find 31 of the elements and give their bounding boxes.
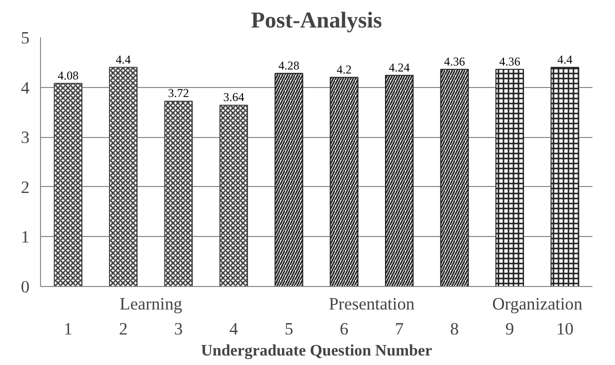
x-tick-label: 4 xyxy=(229,320,238,338)
x-tick-label: 8 xyxy=(450,320,459,338)
x-tick-label: 9 xyxy=(505,320,514,338)
data-label: 4.24 xyxy=(388,60,410,74)
x-tick-label: 5 xyxy=(284,320,294,338)
y-tick-label: 5 xyxy=(20,28,30,48)
x-tick-label: 6 xyxy=(340,320,349,338)
x-axis-title: Undergraduate Question Number xyxy=(200,342,432,360)
data-label: 4.36 xyxy=(444,54,465,68)
data-label: 4.36 xyxy=(499,54,520,68)
y-tick-label: 3 xyxy=(20,128,30,148)
data-label: 4.4 xyxy=(116,52,131,66)
series-label: Presentation xyxy=(328,294,415,314)
y-tick-label: 4 xyxy=(20,78,30,98)
series-label: Organization xyxy=(492,294,583,314)
x-tick-label: 7 xyxy=(394,320,404,338)
y-tick-label: 2 xyxy=(20,178,30,197)
y-tick-label: 1 xyxy=(20,228,30,247)
data-label: 4.08 xyxy=(58,68,79,82)
x-tick-label: 10 xyxy=(556,320,574,338)
data-label: 3.64 xyxy=(223,90,244,104)
data-label: 4.4 xyxy=(557,52,572,66)
x-tick-label: 3 xyxy=(174,320,183,338)
chart-title: Post-Analysis xyxy=(251,8,382,32)
series-label: Learning xyxy=(120,294,183,314)
x-tick-label: 1 xyxy=(64,320,72,338)
data-label: 4.2 xyxy=(336,62,352,76)
data-label: 4.28 xyxy=(278,58,300,72)
y-tick-label: 0 xyxy=(20,278,30,296)
x-tick-label: 2 xyxy=(118,320,128,338)
data-label: 3.72 xyxy=(168,86,189,100)
